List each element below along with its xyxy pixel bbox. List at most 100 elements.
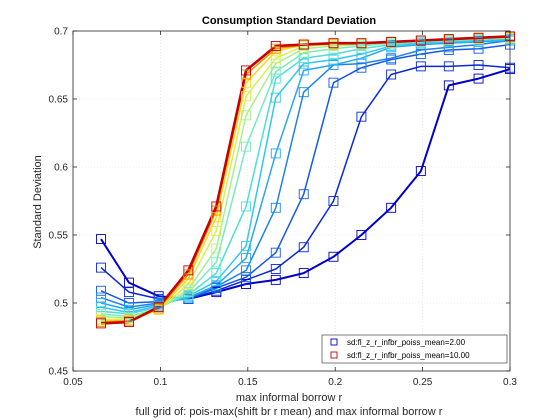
data-point-marker xyxy=(328,54,339,65)
data-point-marker xyxy=(298,53,309,64)
y-tick-label: 0.55 xyxy=(49,231,69,242)
data-point-marker xyxy=(183,284,194,295)
data-point-marker xyxy=(443,80,454,91)
data-point-marker xyxy=(473,73,484,84)
x-tick-label: 0.15 xyxy=(238,377,258,388)
legend-label: sd:fl_z_r_infbr_poiss_mean=2.00 xyxy=(347,338,466,347)
y-tick-label: 0.5 xyxy=(54,299,68,310)
data-point-marker xyxy=(241,253,252,264)
data-point-marker xyxy=(298,58,309,69)
data-point-marker xyxy=(241,272,252,283)
data-point-marker xyxy=(183,279,194,289)
data-point-marker xyxy=(241,141,252,152)
y-tick-label: 0.6 xyxy=(54,163,68,174)
data-point-marker xyxy=(123,287,134,298)
data-point-marker xyxy=(211,225,222,236)
x-tick-label: 0.3 xyxy=(503,377,517,388)
data-point-marker xyxy=(356,58,367,69)
data-point-marker xyxy=(443,34,454,45)
x-tick-label: 0.2 xyxy=(328,377,342,388)
data-point-marker xyxy=(328,49,339,60)
data-point-marker xyxy=(183,265,194,276)
data-point-marker xyxy=(96,285,106,296)
data-point-marker xyxy=(241,91,252,102)
y-tick-label: 0.7 xyxy=(54,27,68,38)
data-point-marker xyxy=(270,264,281,274)
data-point-marker xyxy=(473,60,484,70)
data-point-marker xyxy=(298,268,309,279)
data-point-marker xyxy=(270,92,281,103)
ticks xyxy=(72,30,511,372)
data-point-marker xyxy=(356,49,367,60)
data-point-marker xyxy=(211,201,222,212)
data-point-marker xyxy=(241,265,252,276)
data-point-marker xyxy=(386,36,397,47)
data-point-marker xyxy=(241,65,252,76)
y-tick-label: 0.65 xyxy=(49,95,69,106)
chart-footnote: full grid of: pois-max(shift br r mean) … xyxy=(136,406,443,418)
data-point-marker xyxy=(270,73,281,84)
legend-marker xyxy=(330,338,338,346)
data-point-marker xyxy=(328,251,339,262)
data-point-marker xyxy=(96,234,106,245)
data-point-marker xyxy=(386,202,397,213)
chart-title: Consumption Standard Deviation xyxy=(202,15,376,27)
data-point-marker xyxy=(415,45,426,55)
data-point-marker xyxy=(356,111,367,122)
data-point-marker xyxy=(328,77,339,88)
y-axis-label: Standard Deviation xyxy=(32,155,44,249)
data-point-marker xyxy=(270,274,281,285)
data-point-marker xyxy=(211,212,222,223)
data-point-marker xyxy=(328,38,339,49)
data-point-marker xyxy=(270,247,281,258)
data-point-marker xyxy=(96,292,106,303)
y-tick-label: 0.45 xyxy=(49,367,69,378)
data-point-marker xyxy=(153,302,164,313)
data-point-marker xyxy=(123,277,134,288)
data-point-marker xyxy=(356,230,367,240)
data-point-marker xyxy=(270,53,281,64)
axes: 0.05 0.1 0.15 0.2 0.25 0.3 0.45 0.5 0.55 0.6 0.65 0… xyxy=(49,27,518,389)
data-point-marker xyxy=(96,262,106,273)
x-axis-label: max informal borrow r xyxy=(236,392,343,404)
data-point-marker xyxy=(443,61,454,72)
data-point-marker xyxy=(386,53,397,64)
data-point-marker xyxy=(298,189,309,200)
data-point-marker xyxy=(298,87,309,98)
data-point-marker xyxy=(123,317,134,327)
data-point-marker xyxy=(356,38,367,49)
data-point-marker xyxy=(241,77,252,88)
data-point-marker xyxy=(241,240,252,251)
data-point-marker xyxy=(211,268,222,279)
data-point-marker xyxy=(386,69,397,80)
data-point-marker xyxy=(270,202,281,213)
tick-labels: 0.05 0.1 0.15 0.2 0.25 0.3 0.45 0.5 0.55 0.6 0.65 0… xyxy=(49,27,518,389)
data-point-marker xyxy=(415,166,426,177)
grid xyxy=(73,31,510,371)
x-tick-label: 0.1 xyxy=(153,377,167,388)
data-point-marker xyxy=(270,148,281,159)
axes-box xyxy=(72,30,511,372)
data-point-marker xyxy=(241,201,252,212)
data-point-marker xyxy=(328,60,339,70)
data-point-marker xyxy=(270,66,281,77)
legend-label: sd:fl_z_r_infbr_poiss_mean=10.00 xyxy=(347,351,470,360)
data-point-marker xyxy=(415,35,426,46)
legend-box xyxy=(321,334,508,364)
x-tick-label: 0.05 xyxy=(63,377,83,388)
data-point-marker xyxy=(328,196,339,206)
data-point-marker xyxy=(473,32,484,43)
data-point-marker xyxy=(298,39,309,50)
data-point-marker xyxy=(211,276,222,287)
data-point-marker xyxy=(241,110,252,121)
data-point-marker xyxy=(298,65,309,76)
legend-marker xyxy=(330,351,338,359)
legend: sd:fl_z_r_infbr_poiss_mean=2.00 sd:fl_z_r… xyxy=(321,334,508,364)
data-point-marker xyxy=(270,41,281,51)
series-lines xyxy=(100,35,511,325)
data-point-marker xyxy=(270,58,281,69)
x-tick-label: 0.25 xyxy=(413,377,433,388)
data-point-marker xyxy=(211,257,222,268)
data-point-marker xyxy=(211,243,222,254)
